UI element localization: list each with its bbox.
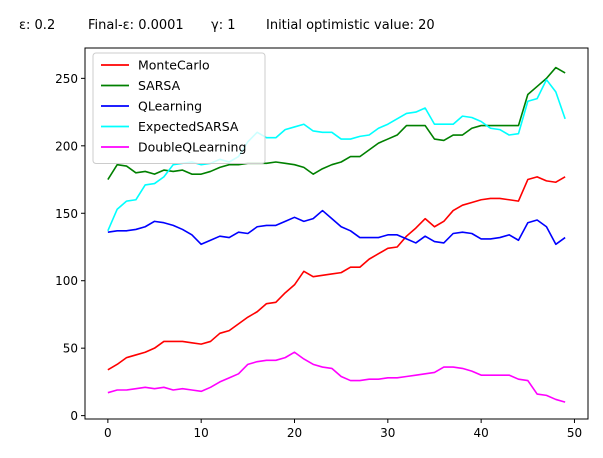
series-line-sarsa — [107, 66, 566, 180]
legend-label: DoubleQLearning — [138, 140, 246, 155]
legend-label: ExpectedSARSA — [138, 119, 239, 134]
y-tick-label: 100 — [55, 274, 78, 288]
x-tick-label: 0 — [104, 426, 112, 440]
legend-label: MonteCarlo — [138, 58, 210, 73]
axes-frame — [84, 47, 589, 420]
y-tick-label: 250 — [55, 72, 78, 86]
legend-label: QLearning — [138, 99, 202, 114]
series-line-qlearning — [107, 209, 566, 246]
x-tick-label: 10 — [194, 426, 209, 440]
legend-box — [92, 52, 266, 164]
epsilon-label: ε: 0.2 — [19, 18, 56, 33]
y-tick-label: 150 — [55, 207, 78, 221]
series-line-montecarlo — [107, 176, 566, 371]
y-tick-label: 0 — [70, 409, 78, 423]
x-tick-label: 30 — [380, 426, 395, 440]
initial-value-label: Initial optimistic value: 20 — [266, 18, 435, 33]
y-tick-label: 200 — [55, 139, 78, 153]
series-layer — [107, 66, 566, 403]
x-tick-label: 20 — [287, 426, 302, 440]
final-epsilon-label: Final-ε: 0.0001 — [88, 18, 184, 33]
series-line-doubleqlearning — [107, 351, 566, 403]
y-tick-label: 50 — [63, 342, 78, 356]
x-tick-label: 40 — [474, 426, 489, 440]
gamma-label: γ: 1 — [211, 18, 236, 33]
x-tick-label: 50 — [567, 426, 582, 440]
ticks-layer: 0 10 20 30 40 50 0 50 100 150 200 250 — [55, 72, 582, 440]
legend: MonteCarlo SARSA QLearning ExpectedSARSA Dou… — [92, 52, 266, 164]
legend-label: SARSA — [138, 78, 181, 93]
